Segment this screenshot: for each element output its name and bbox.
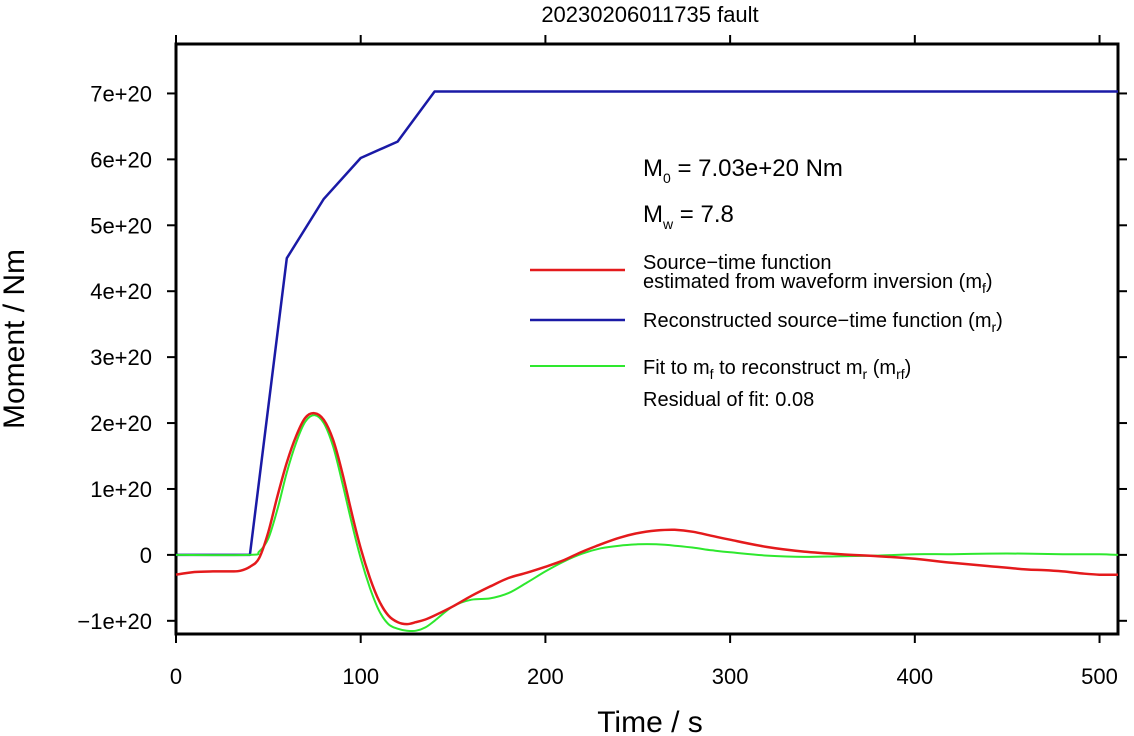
mw-annotation: Mw = 7.8: [643, 201, 734, 232]
legend-label-reconstructed: Reconstructed source−time function (mr): [643, 310, 1003, 335]
m0-annotation: M0 = 7.03e+20 Nm: [643, 155, 843, 186]
y-tick-label: 0: [140, 543, 152, 568]
plot-frame: [174, 42, 1120, 636]
x-tick-label: 500: [1081, 664, 1118, 689]
series-line-estimated: [175, 411, 1119, 626]
series-line-reconstructed: [176, 90, 1118, 557]
y-tick-label: −1e+20: [77, 609, 152, 634]
y-tick-label: 6e+20: [90, 147, 152, 172]
legend-label-estimated-line1: Source−time function: [643, 252, 831, 274]
y-tick-label: 1e+20: [90, 477, 152, 502]
legend-label-fit: Fit to mf to reconstruct mr (mrf): [643, 357, 911, 382]
y-axis-label: Moment / Nm: [0, 249, 31, 429]
legend: Source−time function estimated from wave…: [530, 252, 1003, 411]
y-tick-label: 3e+20: [90, 345, 152, 370]
y-axis: −1e+20 0 1e+20 2e+20 3e+20 4e+20 5e+20 6e+20 7e+…: [77, 81, 1127, 634]
legend-label-estimated-line2: estimated from waveform inversion (mf): [643, 271, 993, 296]
chart-title: 20230206011735 fault: [541, 2, 758, 27]
y-tick-label: 4e+20: [90, 279, 152, 304]
residual-annotation: Residual of fit: 0.08: [643, 389, 814, 411]
x-tick-label: 100: [342, 664, 379, 689]
x-axis: 0 100 200 300 400 500: [170, 35, 1118, 689]
x-tick-label: 0: [170, 664, 182, 689]
x-axis-label: Time / s: [597, 706, 703, 736]
y-tick-label: 2e+20: [90, 411, 152, 436]
x-tick-label: 200: [527, 664, 564, 689]
y-tick-label: 5e+20: [90, 213, 152, 238]
x-tick-label: 400: [896, 664, 933, 689]
x-tick-label: 300: [712, 664, 749, 689]
series-line-fit: [175, 414, 1119, 633]
series-layer: [175, 90, 1119, 633]
y-tick-label: 7e+20: [90, 81, 152, 106]
